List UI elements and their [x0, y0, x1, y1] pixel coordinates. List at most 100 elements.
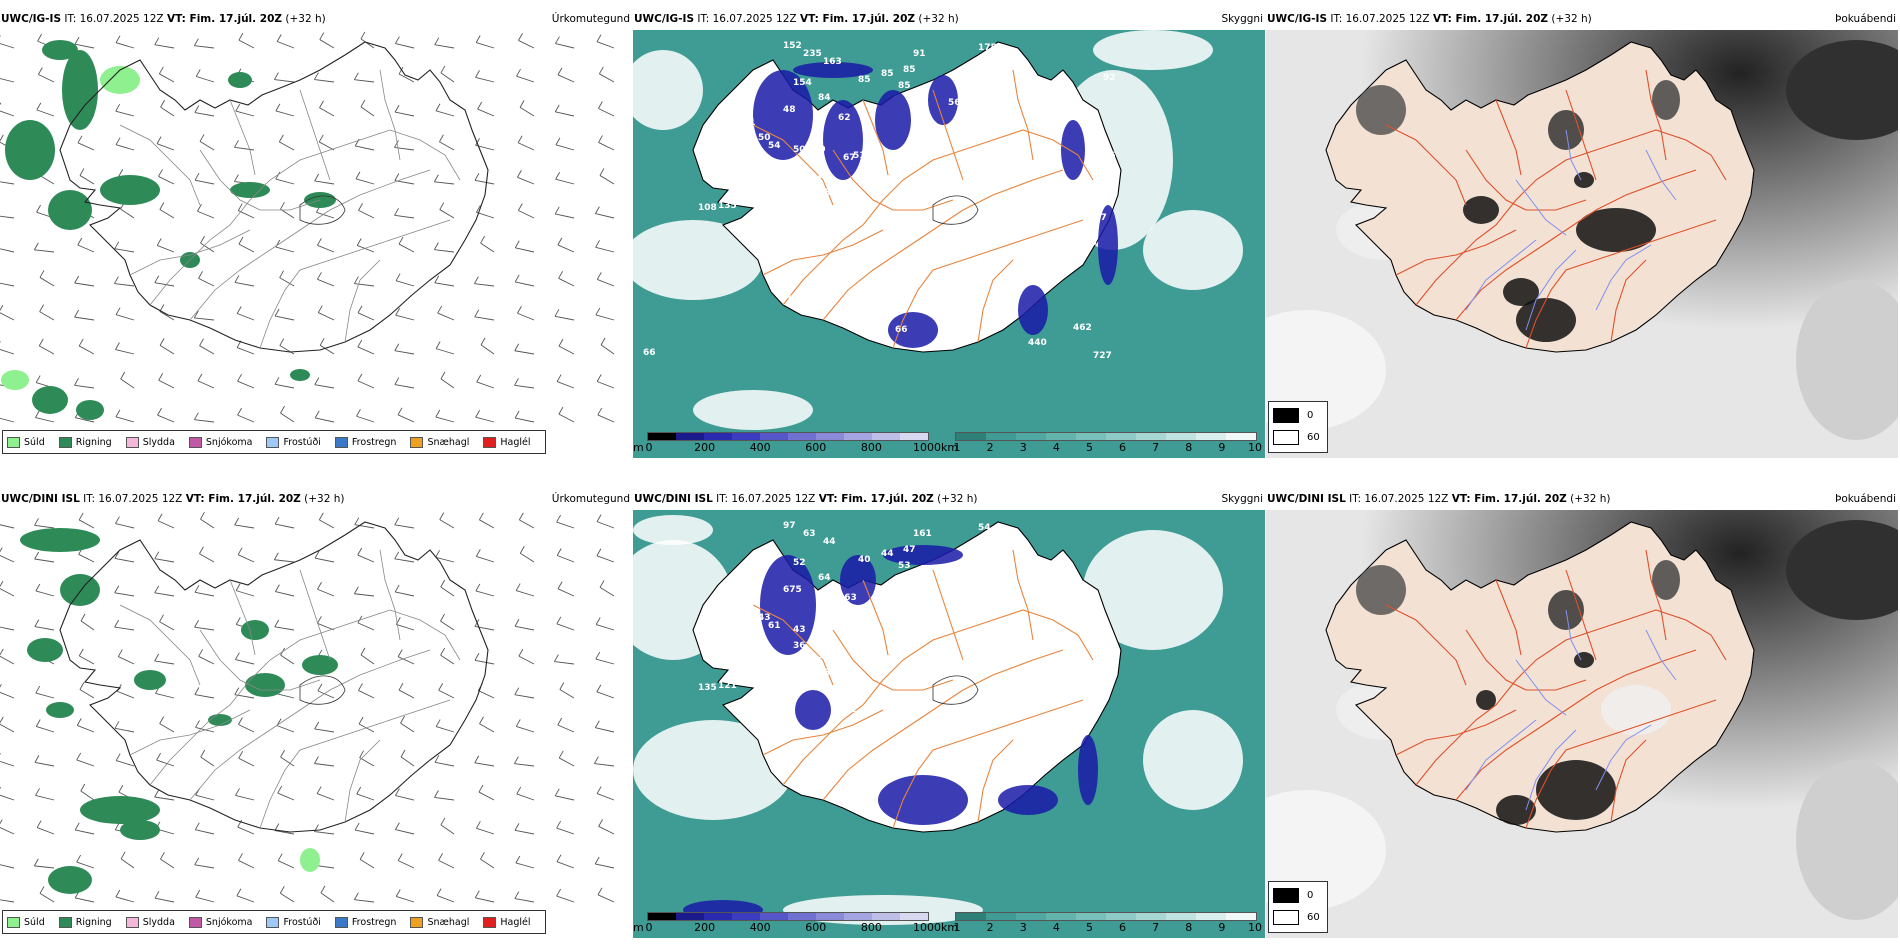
road-line [1525, 699, 1717, 829]
wind-barb [319, 344, 335, 355]
fog-map[interactable] [1266, 510, 1898, 938]
wind-barb-feather [118, 784, 124, 793]
wind-barb-feather [554, 104, 560, 113]
river-line [1465, 719, 1537, 791]
visibility-map[interactable]: 97 63 44 161 54 40 44 47 53 52 64 675 463 49 78 43 43 65 6… [633, 510, 1265, 938]
wind-barb [558, 413, 575, 423]
low-vis-blob [998, 785, 1058, 815]
wind-barb-feather [395, 889, 401, 897]
visibility-value: 121 [718, 681, 737, 691]
wind-barb [280, 756, 295, 767]
visibility-value: 108 [1078, 238, 1097, 248]
road-line [119, 604, 201, 686]
wind-barb [474, 659, 495, 665]
wind-barb [474, 625, 495, 631]
wind-barb [519, 107, 535, 117]
wind-barb [35, 417, 55, 423]
wind-barb-feather [235, 103, 241, 112]
river-line [1595, 244, 1652, 311]
wind-barb-feather [80, 613, 86, 622]
wind-barb [475, 897, 495, 903]
visibility-value: 116 [798, 655, 817, 665]
fog-blob [1266, 310, 1386, 430]
wind-barb [277, 860, 295, 869]
precip-blob [120, 820, 160, 840]
elevation-colorbar: m 0 200 400 600 800 1000 [633, 432, 941, 456]
legend-swatch [188, 436, 202, 448]
wind-barb [0, 524, 15, 529]
wind-barb-feather [559, 682, 565, 690]
wind-barb-feather [275, 584, 280, 592]
wind-barb-feather [395, 36, 400, 44]
wind-barb [354, 899, 375, 903]
wind-barb-feather [275, 103, 281, 112]
wind-barb-feather [0, 580, 4, 588]
wind-barb-feather [359, 750, 365, 758]
wind-barb [354, 283, 375, 287]
low-vis-blob [793, 62, 873, 78]
fog-blob [1463, 196, 1499, 224]
legend-item: Slydda [125, 436, 175, 448]
wind-barb [280, 654, 295, 665]
precip-map[interactable] [0, 30, 632, 458]
wind-barb [314, 557, 335, 563]
fog-legend: 0 60 [1268, 401, 1328, 453]
wind-barb [318, 312, 335, 321]
wind-barb [317, 690, 335, 699]
wind-barb [595, 314, 615, 321]
wind-barb-feather [316, 616, 322, 624]
model-name: UWC/IG-IS [1267, 13, 1328, 25]
wind-barb-feather [519, 546, 525, 554]
wind-barb [319, 39, 335, 49]
visibility-value: 175 [978, 43, 997, 53]
legend-item: Haglél [483, 916, 531, 928]
wind-barb-feather [0, 547, 3, 553]
wind-barb [195, 829, 215, 835]
road-line [199, 629, 321, 691]
wind-barb [314, 728, 335, 733]
wind-barb [440, 824, 455, 835]
precip-blob [48, 866, 92, 894]
wind-barb [114, 727, 135, 733]
valid-time: VT: Fim. 17.júl. 20Z [1451, 493, 1567, 505]
fog-map[interactable] [1266, 30, 1898, 458]
wind-barb-feather [434, 755, 440, 763]
wind-barb-feather [514, 687, 520, 695]
wind-barb-feather [114, 551, 120, 559]
wind-barb-feather [314, 72, 319, 80]
wind-barb [78, 553, 95, 563]
wind-barb [595, 246, 615, 253]
wind-barb-feather [274, 516, 280, 525]
wind-barb-feather [120, 371, 126, 380]
low-vis-blob [888, 312, 938, 348]
wind-barb [518, 210, 535, 219]
wind-barb [558, 345, 575, 355]
road-line [892, 219, 1084, 349]
visibility-value: 85 [858, 75, 871, 85]
wind-barb-feather [193, 310, 199, 319]
precip-legend: Súld Rigning Slydda Snjókoma Frostúði Frostre… [2, 430, 546, 454]
wind-barb-feather [354, 276, 359, 284]
road-line [1465, 149, 1587, 211]
wind-barb-feather [114, 585, 120, 593]
wind-barb [480, 242, 495, 253]
precip-map[interactable] [0, 510, 632, 938]
road-line [1455, 169, 1697, 321]
wind-barb-feather [35, 719, 41, 727]
wind-barb [194, 45, 215, 49]
wind-barb-feather [234, 174, 239, 182]
wind-barb [516, 75, 535, 83]
wind-barb [516, 726, 535, 733]
wind-barb-feather [157, 407, 162, 416]
visibility-panel-row1: UWC/IG-IS IT: 16.07.2025 12Z VT: Fim. 17… [633, 8, 1265, 458]
visibility-value: 54 [978, 523, 991, 533]
visibility-map[interactable]: 152 235 163 91 175 85 85 85 85 154 84 48 62 56 54 51 50 5… [633, 30, 1265, 458]
wind-barb [555, 43, 575, 49]
wind-barb-feather [394, 517, 400, 526]
fog-blob [1652, 560, 1680, 600]
wind-barb-feather [34, 755, 40, 763]
legend-item: Rigning [58, 916, 112, 928]
wind-barb [596, 691, 615, 699]
wind-barb-feather [556, 374, 562, 382]
